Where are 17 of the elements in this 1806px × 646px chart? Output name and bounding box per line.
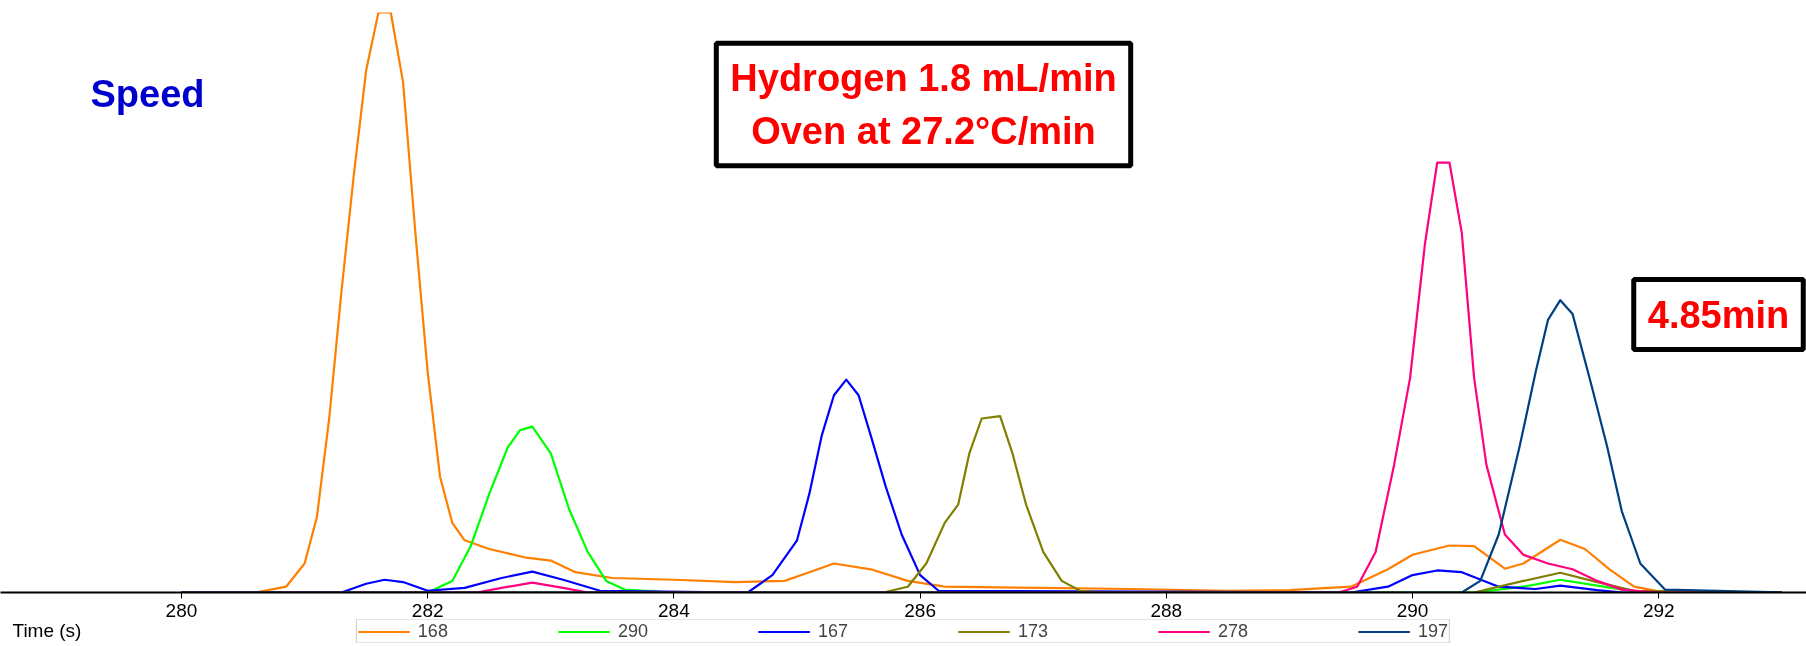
x-axis-title: Time (s)	[12, 619, 82, 641]
annotation: Speed	[90, 72, 205, 115]
x-tick-label: 280	[165, 599, 198, 621]
x-tick-label: 286	[904, 599, 936, 621]
x-tick-label: 282	[411, 599, 444, 621]
legend-label: 168	[417, 620, 448, 642]
x-tick-label: 288	[1150, 599, 1183, 621]
annotation: 4.85min	[1647, 293, 1790, 336]
legend-label: 167	[817, 620, 848, 642]
x-tick-label: 292	[1642, 599, 1675, 621]
legend-label: 197	[1418, 620, 1449, 642]
annotation: Hydrogen 1.8 mL/min Oven at 27.2°C/min	[730, 57, 1117, 152]
x-tick-label: 290	[1396, 599, 1429, 621]
legend-label: 290	[617, 620, 648, 642]
legend-label: 173	[1018, 620, 1049, 642]
x-tick-label: 284	[658, 599, 691, 621]
legend-label: 278	[1218, 620, 1249, 642]
